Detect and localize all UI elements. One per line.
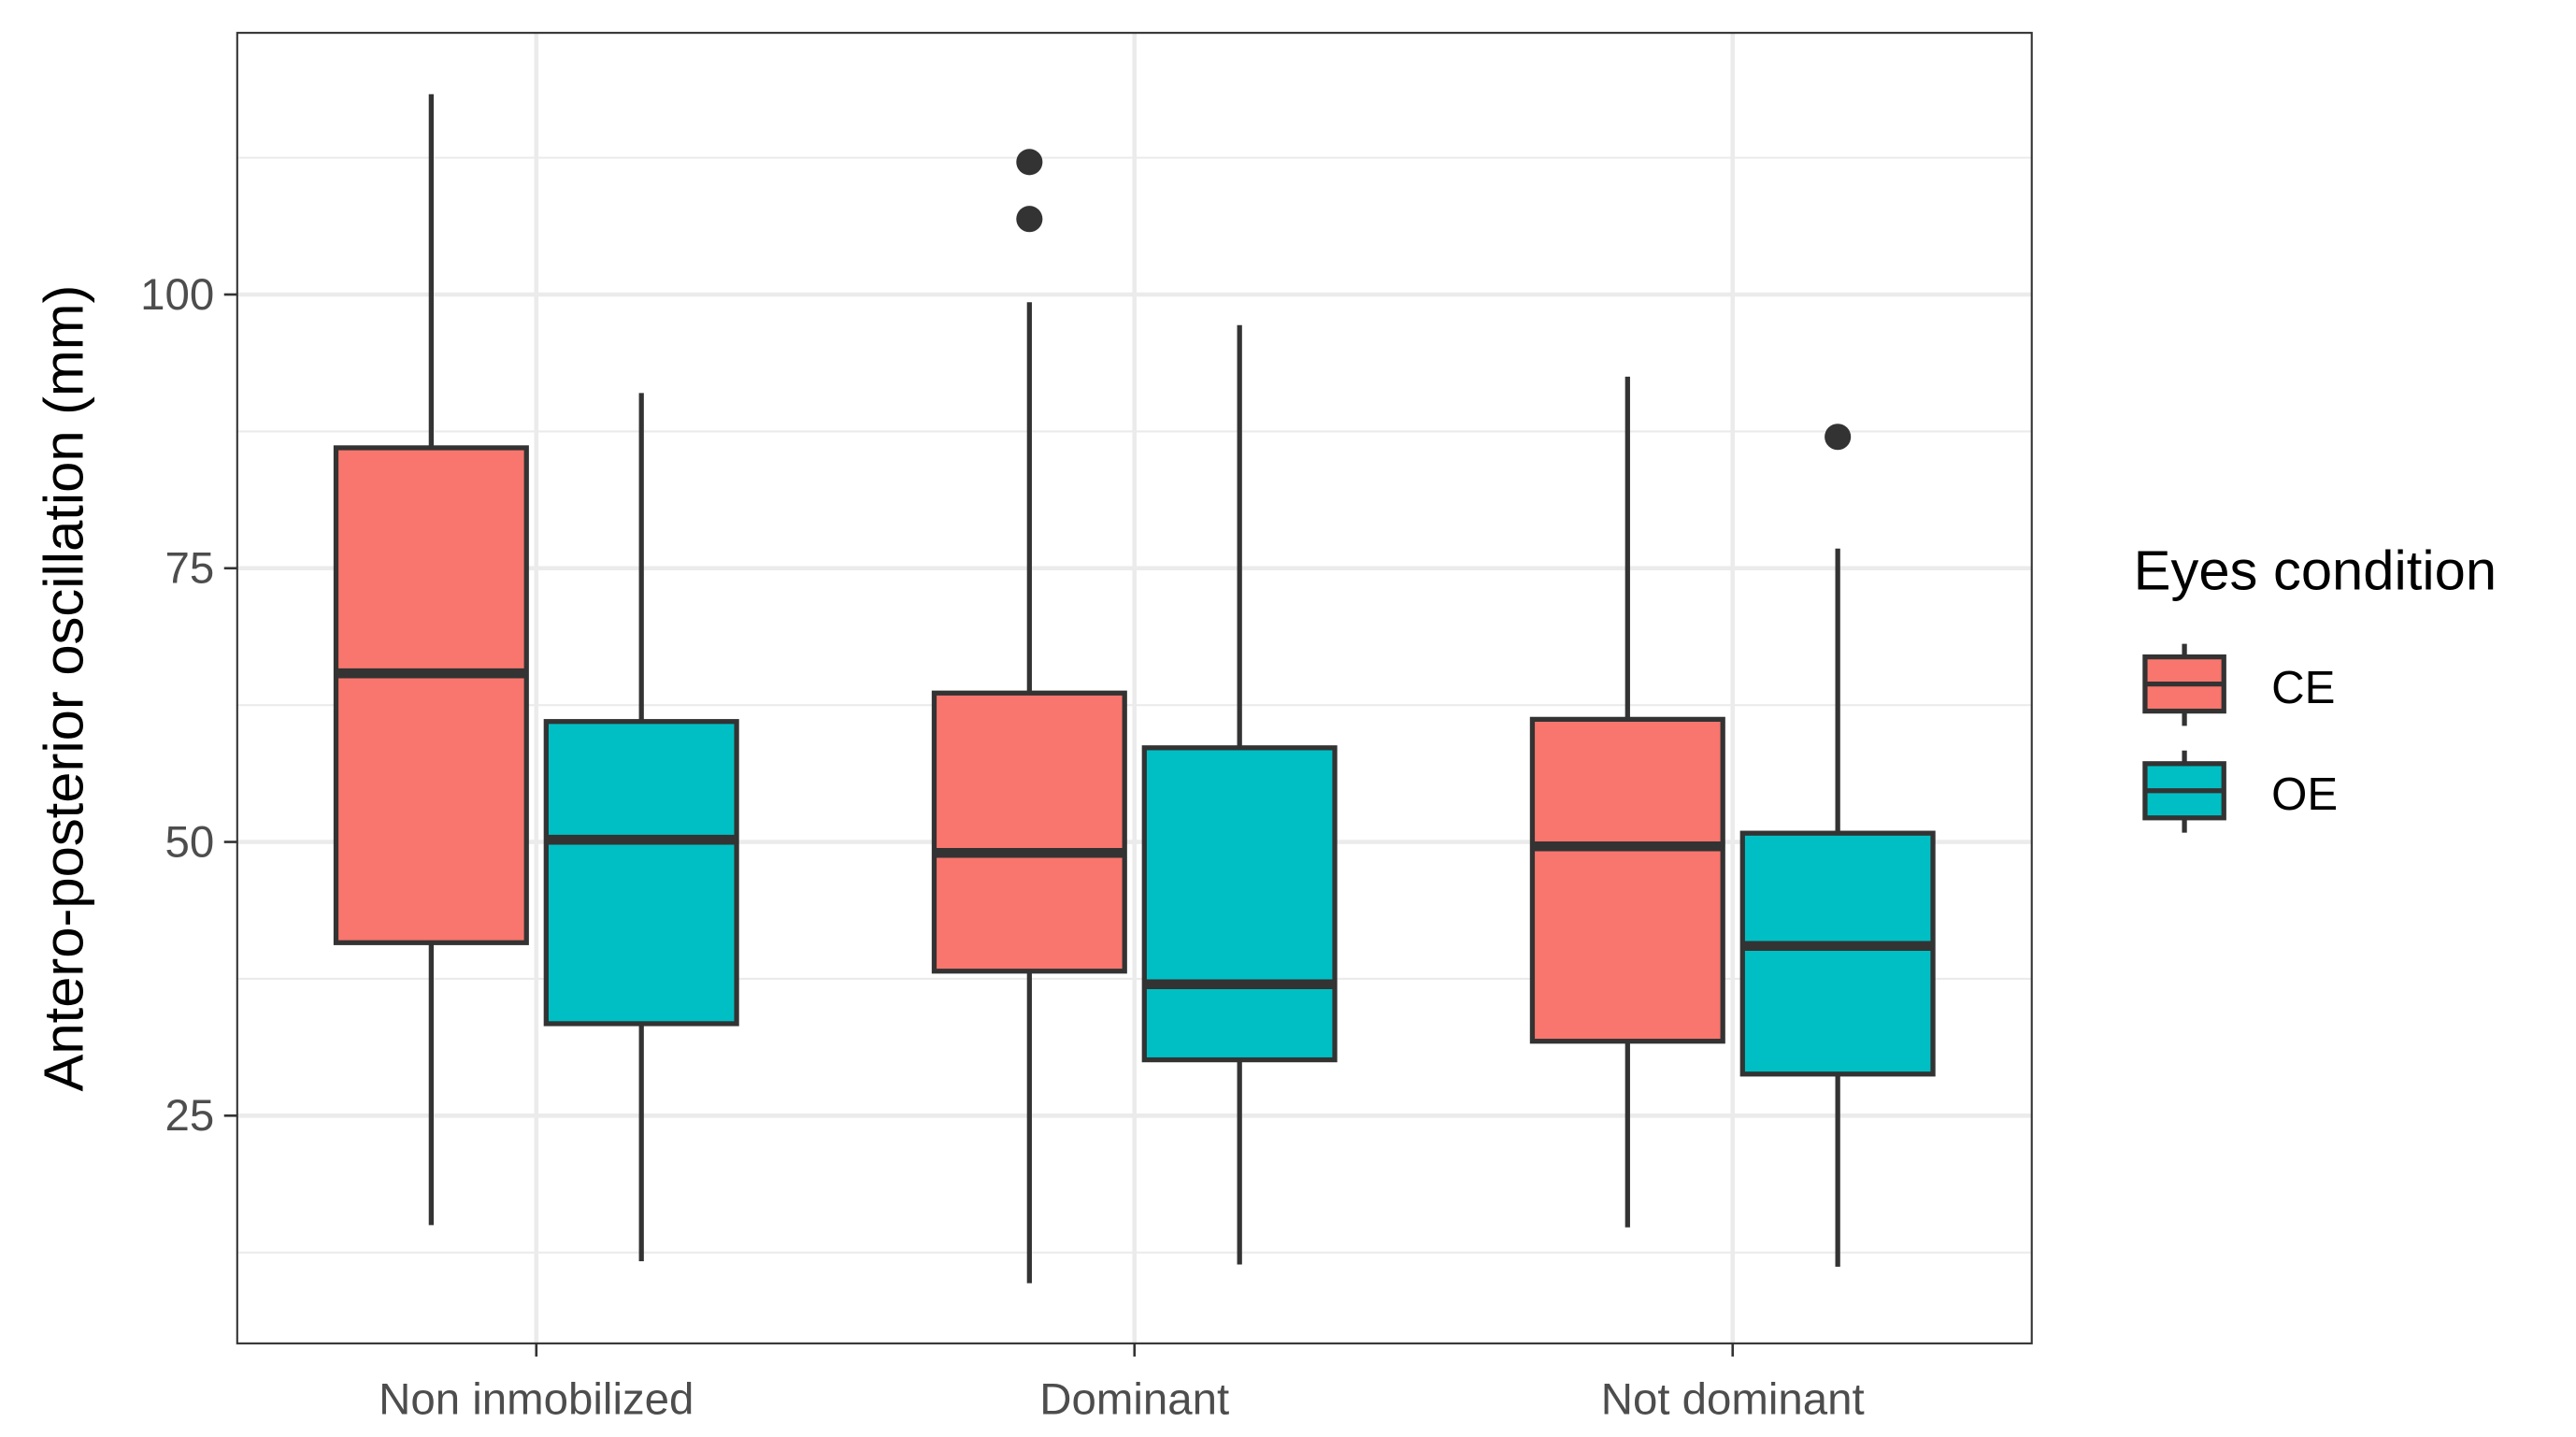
gridlines — [236, 33, 2032, 1344]
outlier-point — [1825, 424, 1852, 451]
iqr-box — [1141, 745, 1338, 1063]
legend-label: OE — [2271, 769, 2338, 820]
box-ce-0 — [333, 93, 529, 1226]
x-tick-label: Non inmobilized — [379, 1374, 694, 1424]
x-tick-label: Dominant — [1039, 1374, 1229, 1424]
iqr-box — [1529, 716, 1725, 1044]
x-tick-label: Not dominant — [1601, 1374, 1865, 1424]
iqr-box — [333, 445, 529, 945]
iqr-box — [543, 719, 739, 1027]
legend-title: Eyes condition — [2134, 539, 2497, 602]
box-oe-1 — [1141, 324, 1338, 1265]
outlier-point — [1016, 206, 1043, 233]
y-tick-label: 100 — [140, 270, 214, 320]
legend-key-ce: CE — [2142, 643, 2335, 726]
boxes — [333, 93, 1936, 1284]
box-ce-1 — [931, 149, 1127, 1284]
y-tick-label: 25 — [165, 1091, 214, 1141]
box-oe-2 — [1739, 424, 1936, 1267]
axes: 25 50 75 100 Non inmobilized Dominant Not domi… — [140, 270, 1865, 1425]
y-tick-label: 50 — [165, 817, 214, 867]
iqr-box — [931, 690, 1127, 974]
legend-label: CE — [2271, 662, 2335, 713]
legend-key-oe: OE — [2142, 750, 2338, 833]
y-axis-label: Antero-posterior oscillation (mm) — [33, 285, 95, 1092]
legend: Eyes condition CE OE — [2134, 539, 2497, 833]
iqr-box — [1739, 830, 1936, 1077]
box-ce-2 — [1529, 376, 1725, 1228]
y-tick-label: 75 — [165, 544, 214, 594]
outlier-point — [1016, 149, 1043, 176]
box-oe-0 — [543, 393, 739, 1262]
